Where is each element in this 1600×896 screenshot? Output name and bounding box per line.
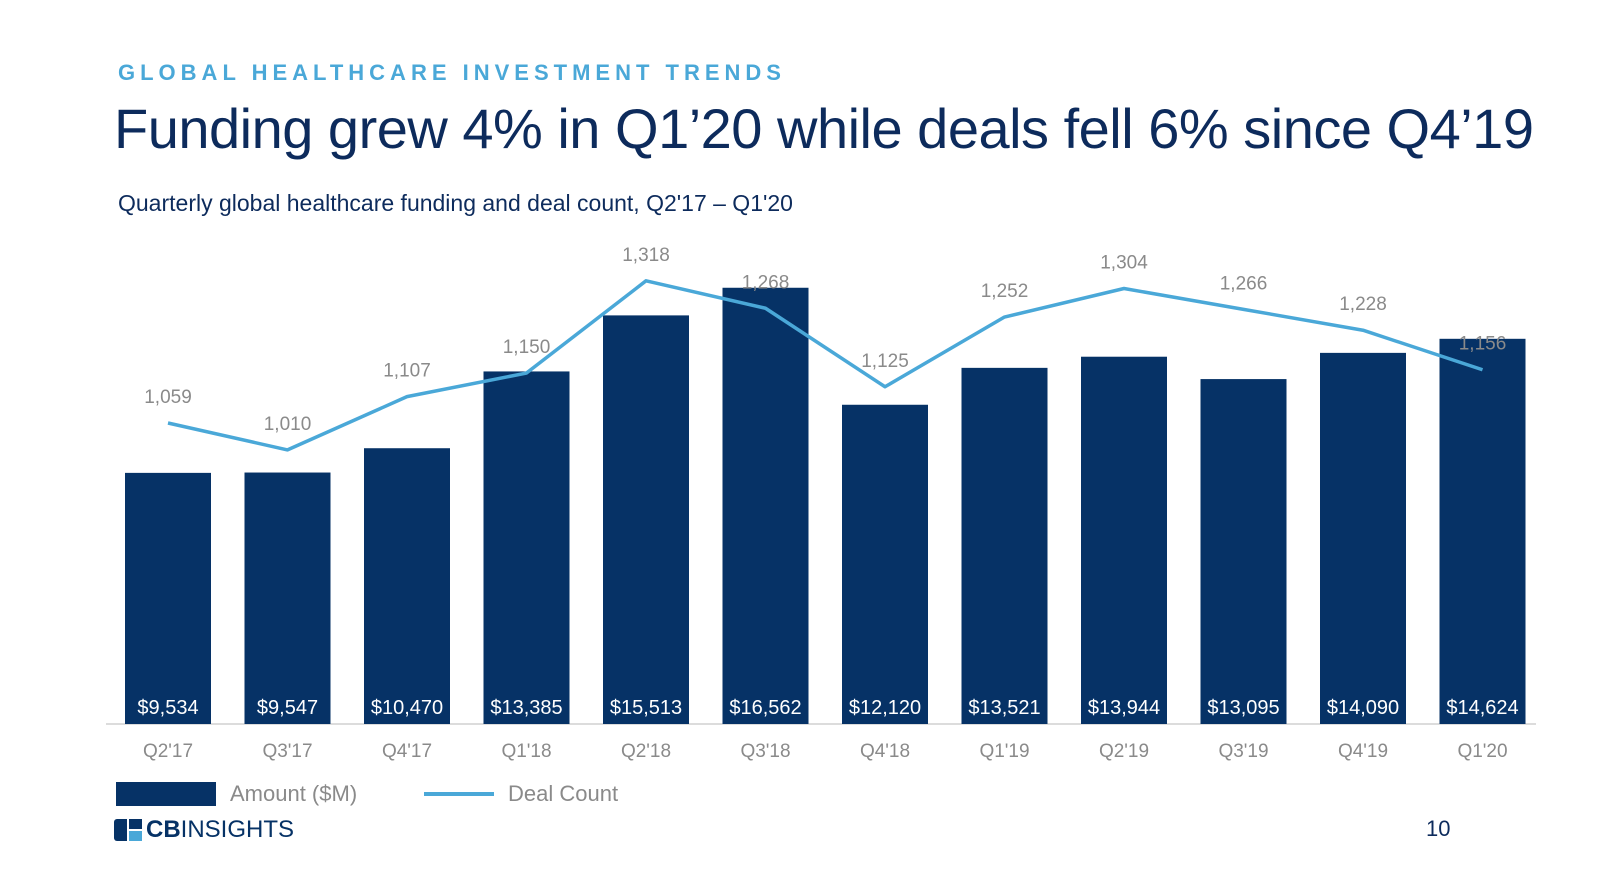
x-tick-label: Q3'17: [262, 741, 312, 762]
bar-amount: [244, 472, 331, 724]
x-tick-label: Q2'18: [621, 741, 671, 762]
legend-deals-label: Deal Count: [508, 781, 619, 806]
bar-amount: [961, 367, 1048, 724]
deal-count-label: 1,268: [742, 272, 790, 293]
x-tick-label: Q1'20: [1457, 741, 1507, 762]
bar-amount: [483, 371, 570, 724]
deal-count-label: 1,125: [861, 351, 909, 372]
bar-amount: [125, 472, 211, 724]
x-tick-label: Q4'17: [382, 741, 432, 762]
bar-value-label: $10,470: [371, 697, 443, 719]
bar-value-label: $16,562: [729, 697, 801, 719]
bar-amount: [1320, 352, 1406, 724]
bar-value-label: $13,095: [1207, 697, 1279, 719]
bar-value-label: $9,534: [137, 697, 198, 719]
legend-deals: Deal Count: [424, 781, 618, 807]
bar-amount: [603, 315, 689, 724]
bar-value-label: $14,624: [1446, 697, 1518, 719]
bar-amount: [722, 287, 809, 724]
deal-count-label: 1,107: [383, 361, 431, 382]
bar-amount: [364, 448, 450, 724]
x-tick-label: Q4'18: [860, 741, 910, 762]
deal-count-label: 1,304: [1100, 252, 1148, 273]
bar-amount: [1439, 338, 1526, 724]
deal-count-label: 1,010: [264, 414, 312, 435]
deal-count-label: 1,318: [622, 245, 670, 266]
x-tick-label: Q1'18: [501, 741, 551, 762]
deal-count-label: 1,252: [981, 281, 1029, 302]
logo-text-bold: CB: [146, 816, 181, 843]
section-eyebrow: GLOBAL HEALTHCARE INVESTMENT TRENDS: [118, 60, 786, 85]
bar-value-label: $13,944: [1088, 697, 1160, 719]
x-tick-label: Q2'19: [1099, 741, 1149, 762]
deal-count-label: 1,150: [503, 337, 551, 358]
bar-value-label: $13,521: [968, 697, 1040, 719]
x-tick-label: Q2'17: [143, 741, 193, 762]
legend-amount: Amount ($M): [116, 781, 357, 807]
page-title: Funding grew 4% in Q1’20 while deals fel…: [114, 97, 1534, 160]
bar-amount: [842, 404, 928, 724]
legend-amount-label: Amount ($M): [230, 781, 358, 806]
page-number: 10: [1426, 816, 1451, 841]
bar-value-label: $9,547: [257, 697, 318, 719]
x-tick-label: Q3'18: [740, 741, 790, 762]
logo-text: INSIGHTS: [180, 816, 295, 843]
deal-count-line: [167, 279, 1484, 452]
x-tick-label: Q1'19: [979, 741, 1029, 762]
cb-insights-logo-icon: [114, 819, 142, 841]
bar-amount: [1200, 379, 1287, 724]
deal-count-label: 1,266: [1220, 273, 1268, 294]
bar-amount: [1081, 356, 1167, 724]
funding-deal-chart: $9,534 Q2'17 $9,547 Q3'17 $10,470 Q4'17 $13,38…: [106, 245, 1536, 762]
bar-value-label: $12,120: [849, 697, 921, 719]
cb-insights-logo: CB INSIGHTS: [114, 816, 294, 844]
x-tick-label: Q3'19: [1218, 741, 1268, 762]
bar-value-label: $15,513: [610, 697, 682, 719]
chart-subtitle: Quarterly global healthcare funding and …: [118, 190, 793, 216]
bar-value-label: $13,385: [490, 697, 562, 719]
deal-count-label: 1,228: [1339, 294, 1387, 315]
deal-count-label: 1,156: [1459, 334, 1507, 355]
deal-count-label: 1,059: [144, 387, 192, 408]
x-tick-label: Q4'19: [1338, 741, 1388, 762]
legend-deals-swatch: [424, 792, 494, 796]
bar-value-label: $14,090: [1327, 697, 1399, 719]
legend-amount-swatch: [116, 782, 216, 806]
